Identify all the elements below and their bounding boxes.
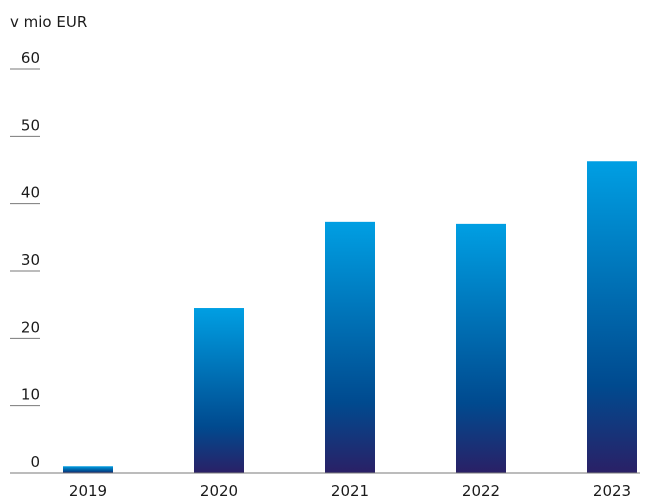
y-axis: 0 10 20 30 40 50 60 (10, 49, 40, 471)
x-axis: 2019 2020 2021 2022 2023 (69, 482, 631, 499)
bars (63, 161, 637, 473)
bar-2021 (325, 221, 375, 473)
y-tick-label: 0 (30, 453, 40, 471)
y-tick-label: 20 (21, 318, 40, 336)
y-tick-label: 40 (21, 184, 40, 202)
x-tick-label: 2021 (331, 482, 369, 499)
bar-2022 (456, 223, 506, 473)
x-tick-label: 2019 (69, 482, 107, 499)
x-tick-label: 2023 (593, 482, 631, 499)
x-tick-label: 2020 (200, 482, 238, 499)
y-tick-label: 60 (21, 49, 40, 67)
y-tick-label: 30 (21, 251, 40, 269)
y-tick-label: 10 (21, 386, 40, 404)
bar-2019 (63, 466, 113, 473)
x-tick-label: 2022 (462, 482, 500, 499)
bar-2023 (587, 161, 637, 473)
y-tick-label: 50 (21, 116, 40, 134)
y-axis-unit-label: v mio EUR (10, 13, 87, 31)
bar-2020 (194, 308, 244, 473)
